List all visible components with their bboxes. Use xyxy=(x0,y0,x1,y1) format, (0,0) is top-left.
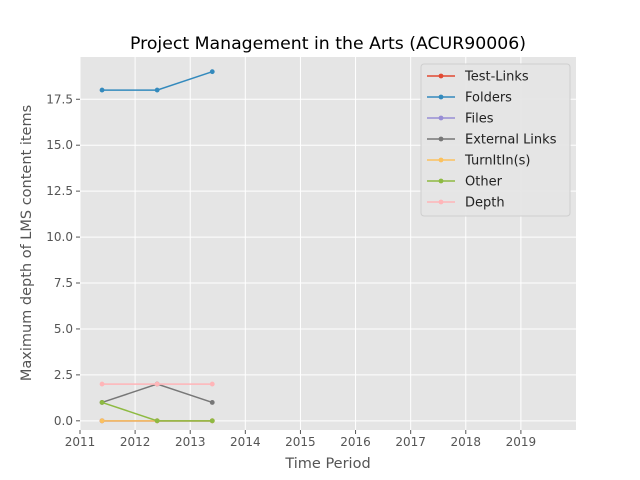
legend-entry: External Links xyxy=(427,133,557,148)
y-tick-label: 7.5 xyxy=(54,276,73,290)
x-tick-label: 2018 xyxy=(451,435,482,449)
series-layer xyxy=(99,69,215,424)
data-point xyxy=(99,400,105,405)
x-axis-label: Time Period xyxy=(284,456,370,472)
x-tick-label: 2014 xyxy=(230,435,261,449)
data-point xyxy=(209,381,215,387)
data-point xyxy=(209,400,215,405)
chart-title: Project Management in the Arts (ACUR9000… xyxy=(130,34,526,54)
legend-marker xyxy=(438,178,444,184)
legend-entry: Other xyxy=(427,175,503,190)
legend-marker xyxy=(438,136,444,142)
y-ticks: 0.0 2.5 5.0 7.5 10.0 12.5 15.0 17.5 xyxy=(46,92,80,428)
legend-label: External Links xyxy=(465,133,557,148)
data-point xyxy=(154,87,160,93)
legend-label: Folders xyxy=(465,91,512,106)
legend-label: Test-Links xyxy=(464,70,529,85)
series-other xyxy=(99,400,215,424)
data-point xyxy=(99,381,105,387)
x-tick-label: 2016 xyxy=(340,435,371,449)
legend-entry: Files xyxy=(427,112,494,127)
legend-label: Other xyxy=(465,175,503,190)
x-tick-label: 2019 xyxy=(506,435,537,449)
data-point xyxy=(99,87,105,93)
x-ticks: 2011 2012 2013 2014 2015 2016 2017 2018 2019 xyxy=(65,430,536,449)
data-point xyxy=(209,69,215,75)
data-point xyxy=(99,418,105,424)
y-tick-label: 5.0 xyxy=(54,322,73,336)
data-point xyxy=(209,418,215,424)
legend-marker xyxy=(438,157,444,163)
x-tick-label: 2011 xyxy=(65,435,96,449)
legend-entry: Depth xyxy=(427,196,505,211)
y-tick-label: 0.0 xyxy=(54,414,73,428)
legend-label: Depth xyxy=(465,196,505,211)
legend-label: TurnItIn(s) xyxy=(464,154,530,169)
legend: Test-Links Folders Files External Links Turn… xyxy=(420,63,571,217)
y-tick-label: 15.0 xyxy=(46,138,73,152)
x-tick-label: 2012 xyxy=(120,435,151,449)
legend-label: Files xyxy=(465,112,494,127)
series-depth xyxy=(99,381,215,387)
y-axis-label: Maximum depth of LMS content items xyxy=(19,105,35,381)
y-tick-label: 17.5 xyxy=(46,92,73,106)
y-tick-label: 2.5 xyxy=(54,368,73,382)
x-tick-label: 2017 xyxy=(395,435,426,449)
series-folders xyxy=(99,69,215,93)
legend-marker xyxy=(438,115,444,121)
legend-entry: Folders xyxy=(427,91,512,106)
legend-marker xyxy=(438,94,444,100)
x-tick-label: 2013 xyxy=(175,435,206,449)
data-point xyxy=(154,418,160,424)
legend-entry: TurnItIn(s) xyxy=(427,154,530,169)
legend-marker xyxy=(438,199,444,205)
legend-box xyxy=(420,63,571,217)
legend-entry: Test-Links xyxy=(427,70,529,85)
y-tick-label: 10.0 xyxy=(46,230,73,244)
legend-marker xyxy=(438,73,444,79)
x-tick-label: 2015 xyxy=(285,435,316,449)
y-tick-label: 12.5 xyxy=(46,184,73,198)
data-point xyxy=(154,381,160,387)
